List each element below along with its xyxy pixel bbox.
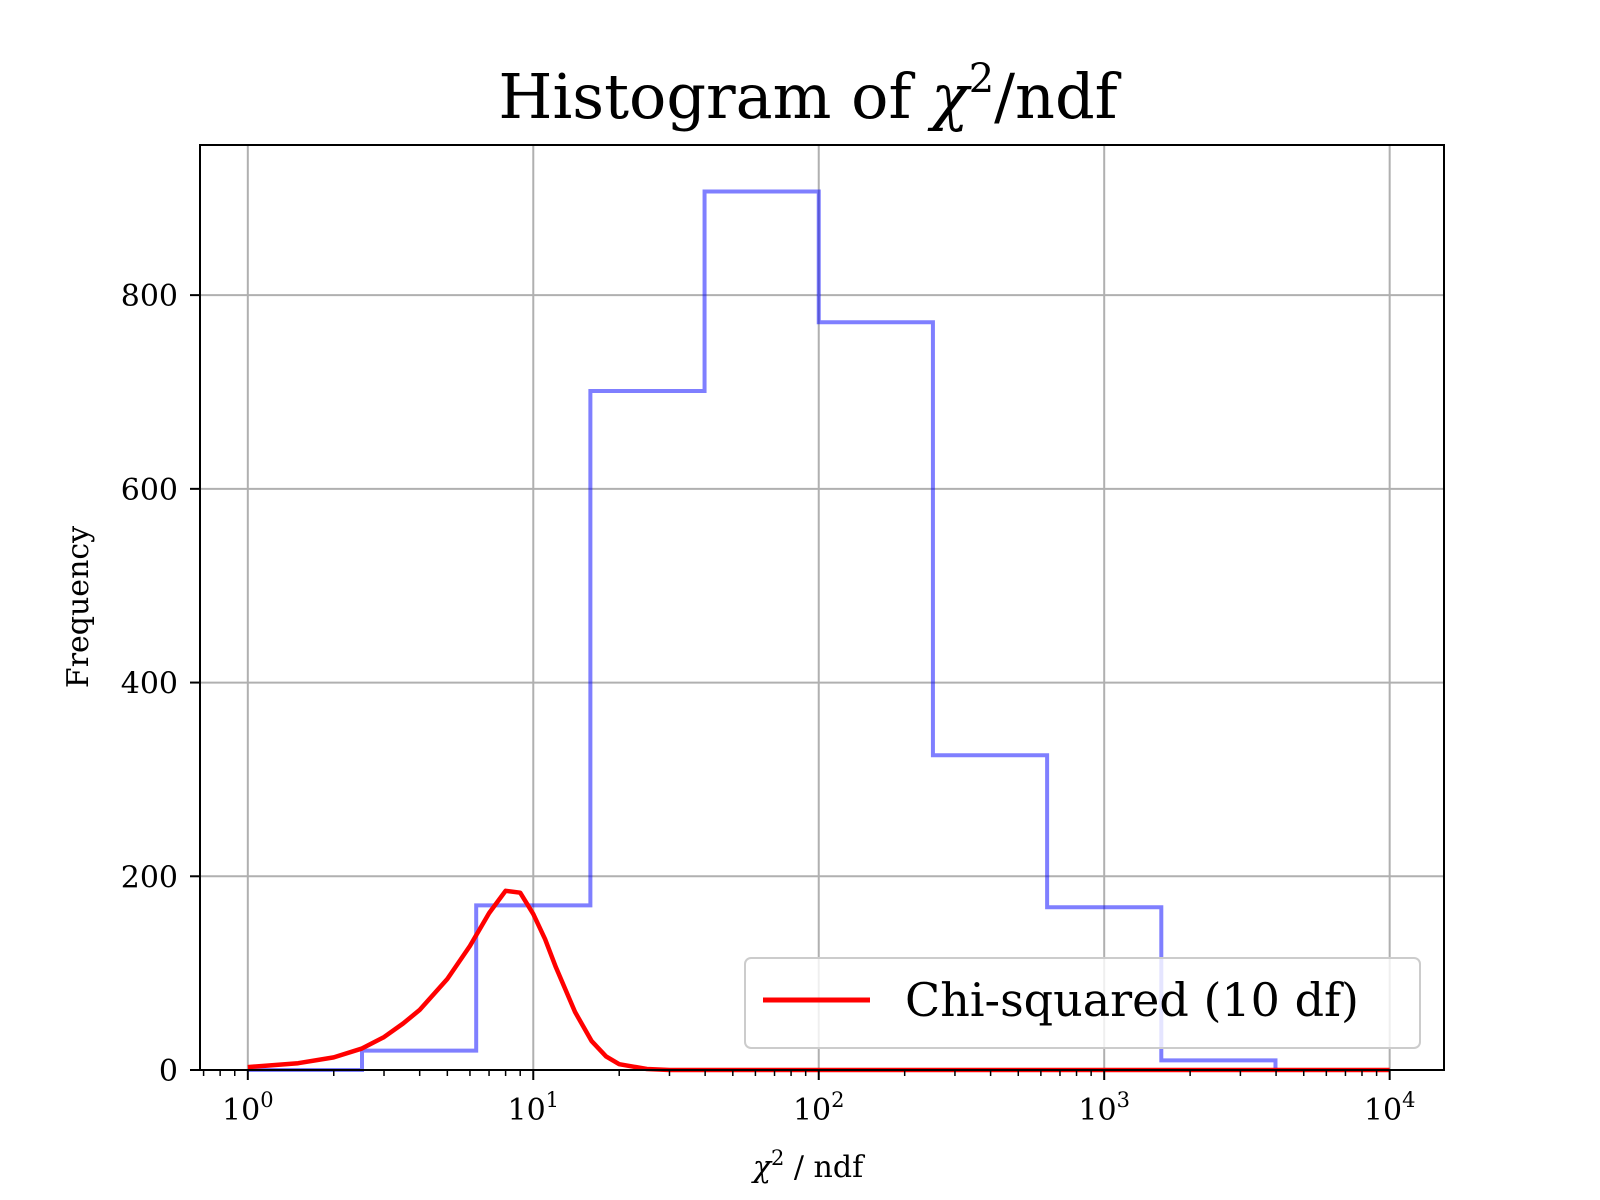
y-tick-label: 800 [121,279,178,314]
y-tick-label: 200 [121,860,178,895]
legend-label: Chi-squared (10 df) [905,973,1359,1027]
y-tick-label: 0 [159,1054,178,1089]
y-axis-ticks: 0 200 400 600 800 [121,279,200,1089]
x-tick-label: 104 [1364,1088,1416,1128]
chart-title: Histogram of χ2/ndf [498,56,1121,133]
x-tick-label: 100 [222,1088,274,1128]
x-tick-label: 102 [793,1088,845,1128]
legend: Chi-squared (10 df) [744,957,1421,1049]
x-axis-label: χ2 / ndf [751,1146,865,1185]
y-tick-label: 600 [121,473,178,508]
x-axis-ticks: 100 101 102 103 104 [202,1070,1416,1128]
x-tick-label: 101 [507,1088,559,1128]
plot-area-frame [199,144,1445,1071]
y-tick-label: 400 [121,667,178,702]
y-axis-label: Frequency [61,526,96,688]
legend-box [744,957,1421,1049]
x-tick-label: 103 [1078,1088,1130,1128]
